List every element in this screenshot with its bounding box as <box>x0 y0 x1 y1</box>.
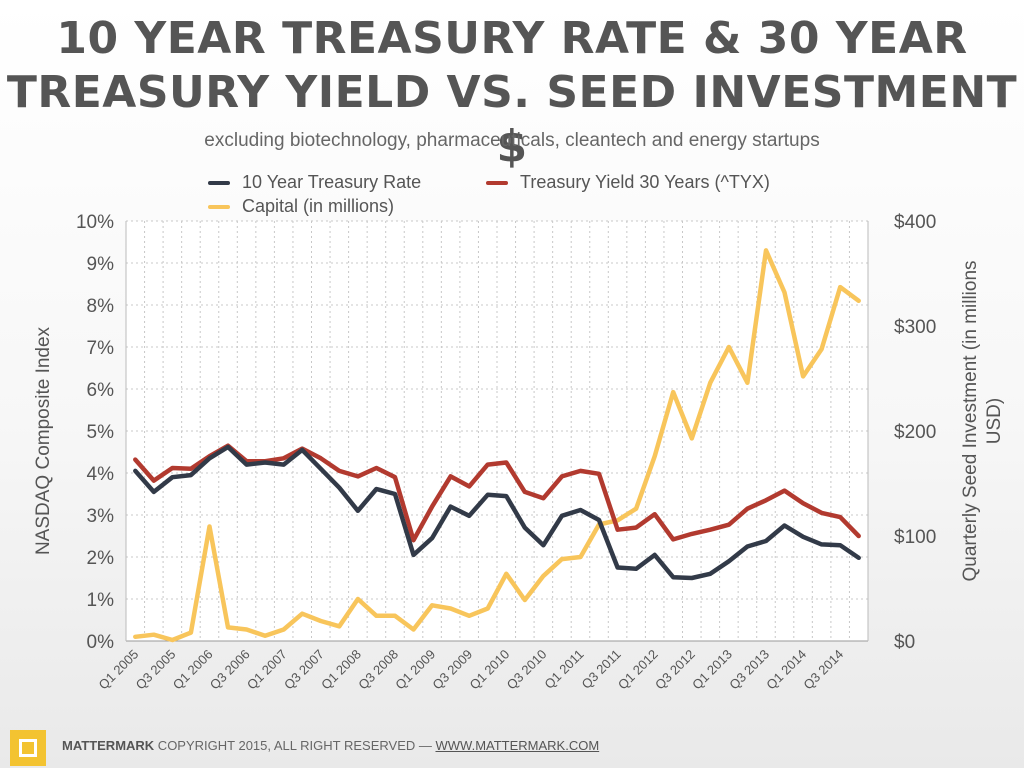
y-tick-label-right: $400 <box>894 212 936 233</box>
x-tick-label: Q3 2012 <box>652 647 698 693</box>
page-title: 10 YEAR TREASURY RATE & 30 YEAR TREASURY… <box>0 12 1024 174</box>
title-line-1: 10 YEAR TREASURY RATE & 30 YEAR <box>56 13 968 64</box>
x-tick-label: Q3 2006 <box>207 647 253 693</box>
legend-item-30y: Treasury Yield 30 Years (^TYX) <box>486 172 770 193</box>
y-tick-label-left: 9% <box>87 254 115 275</box>
series-line-10y-treasury <box>133 444 861 581</box>
mattermark-logo-icon <box>10 730 46 766</box>
x-tick-label: Q1 2012 <box>615 647 661 693</box>
x-tick-label: Q3 2007 <box>281 647 327 693</box>
y-tick-label-right: $0 <box>894 632 915 653</box>
footer-copyright: COPYRIGHT 2015, ALL RIGHT RESERVED — <box>154 738 436 753</box>
x-tick-label: Q3 2005 <box>133 647 179 693</box>
y-tick-label-left: 7% <box>87 338 115 359</box>
x-tick-label: Q3 2009 <box>429 647 475 693</box>
title-line-2: TREASURY YIELD VS. SEED INVESTMENT $ <box>6 67 1018 172</box>
y-tick-label-left: 4% <box>87 464 115 485</box>
x-tick-label: Q3 2010 <box>504 647 550 693</box>
legend-swatch-30y <box>486 181 508 186</box>
series-line-capital <box>133 248 861 643</box>
x-tick-label: Q3 2013 <box>726 647 772 693</box>
y-tick-label-left: 0% <box>87 632 115 653</box>
legend-swatch-capital <box>208 205 230 210</box>
x-tick-label: Q1 2006 <box>170 647 216 693</box>
x-tick-label: Q3 2014 <box>800 647 846 693</box>
y-tick-label-left: 2% <box>87 548 115 569</box>
y-tick-label-left: 10% <box>76 212 114 233</box>
y-axis-title-left: NASDAQ Composite Index <box>33 326 54 555</box>
x-tick-label: Q1 2010 <box>467 647 513 693</box>
legend-label-30y: Treasury Yield 30 Years (^TYX) <box>520 172 770 192</box>
legend-label-capital: Capital (in millions) <box>242 196 395 216</box>
footer: MATTERMARK COPYRIGHT 2015, ALL RIGHT RES… <box>0 728 1024 768</box>
x-tick-label: Q1 2014 <box>763 647 809 693</box>
x-tick-label: Q1 2005 <box>96 647 142 693</box>
y-tick-label-left: 8% <box>87 296 115 317</box>
x-tick-label: Q1 2013 <box>689 647 735 693</box>
legend-item-capital: Capital (in millions) <box>208 196 394 217</box>
page-subtitle: excluding biotechnology, pharmaceuticals… <box>204 130 820 151</box>
y-tick-label-left: 1% <box>87 590 115 611</box>
x-tick-label: Q1 2009 <box>392 647 438 693</box>
footer-text: MATTERMARK COPYRIGHT 2015, ALL RIGHT RES… <box>62 738 599 753</box>
x-tick-label: Q3 2008 <box>355 647 401 693</box>
footer-link[interactable]: WWW.MATTERMARK.COM <box>435 738 600 753</box>
y-tick-label-right: $100 <box>894 527 936 548</box>
line-chart: 0% 1% 2% 3% 4% 5% 6% 7% 8% 9% 10% $0 $100 $200 $300 $40… <box>33 212 1005 693</box>
x-tick-label: Q1 2008 <box>318 647 364 693</box>
x-tick-label: Q1 2007 <box>244 647 290 693</box>
x-tick-label: Q1 2011 <box>541 647 586 692</box>
series-line-30y-treasury <box>133 443 861 543</box>
y-axis-title-right: Quarterly Seed Investment (in millions US… <box>960 260 1005 581</box>
legend-item-10y: 10 Year Treasury Rate <box>208 172 421 193</box>
y-tick-label-left: 6% <box>87 380 115 401</box>
legend-swatch-10y <box>208 181 230 186</box>
footer-brand: MATTERMARK <box>62 738 155 753</box>
y-tick-label-right: $300 <box>894 317 936 338</box>
legend-label-10y: 10 Year Treasury Rate <box>242 172 422 192</box>
y-tick-label-right: $200 <box>894 422 936 443</box>
y-tick-label-left: 3% <box>87 506 115 527</box>
y-tick-label-left: 5% <box>87 422 115 443</box>
